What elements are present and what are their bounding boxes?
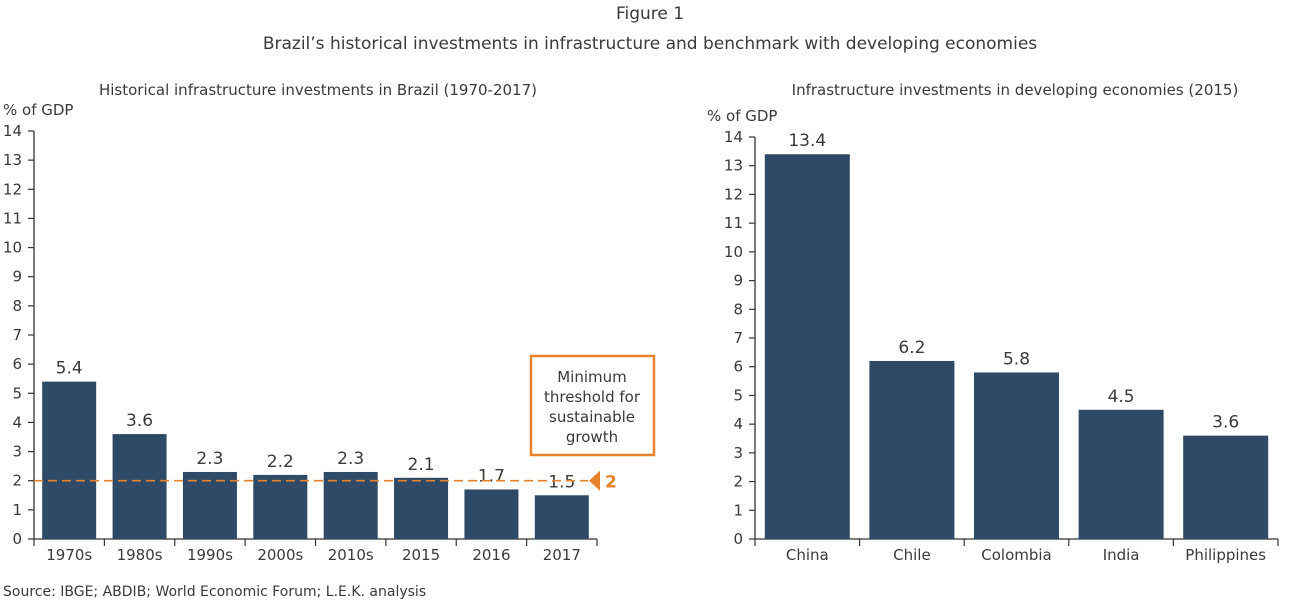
data-label: 1.7 [478,466,505,486]
y-tick-label: 10 [724,243,743,261]
figure-label: Figure 1 [616,4,684,24]
bar-Chile [869,360,955,539]
bar-1980s [112,434,167,539]
y-tick-label: 14 [3,122,22,140]
x-tick-label: 1980s [117,546,163,564]
y-tick-label: 14 [724,128,743,146]
x-tick-label: India [1103,546,1140,564]
data-label: 2.1 [408,455,435,475]
bar-China [764,154,850,539]
bar-2000s [253,474,308,539]
data-label: 2.3 [196,449,223,469]
y-tick-label: 5 [12,384,22,402]
x-tick-label: 2010s [328,546,374,564]
y-tick-label: 8 [733,300,743,318]
x-tick-label: 2017 [543,546,581,564]
y-tick-label: 12 [724,185,743,203]
x-tick-label: Chile [893,546,931,564]
y-tick-label: 9 [12,268,22,286]
chart-1: 012345678910111213145.41970s3.61980s2.31… [3,122,656,564]
y-tick-label: 6 [733,358,743,376]
data-label: 6.2 [898,338,925,358]
threshold-annotation-box [529,354,656,457]
threshold-annotation-text: sustainable [549,408,635,426]
data-label: 13.4 [788,131,826,151]
source-note: Source: IBGE; ABDIB; World Economic Foru… [3,584,426,600]
chart-1-title: Historical infrastructure investments in… [99,81,537,99]
threshold-annotation-text: growth [566,428,618,446]
data-label: 3.6 [126,411,153,431]
x-tick-label: 1970s [46,546,92,564]
x-tick-label: 1990s [187,546,233,564]
chart-2-title: Infrastructure investments in developing… [792,81,1239,99]
y-tick-label: 3 [12,443,22,461]
x-tick-label: 2015 [402,546,440,564]
bar-2010s [323,471,378,539]
threshold-marker-icon [589,470,600,491]
y-tick-label: 1 [12,501,22,519]
chart-2-ylabel: % of GDP [707,107,777,125]
x-tick-label: China [786,546,829,564]
y-tick-label: 8 [12,297,22,315]
y-tick-label: 4 [733,415,743,433]
figure-title: Brazil’s historical investments in infra… [263,34,1037,54]
data-label: 3.6 [1212,413,1239,433]
y-tick-label: 3 [733,444,743,462]
x-tick-label: Philippines [1185,546,1266,564]
y-tick-label: 11 [724,214,743,232]
y-tick-label: 1 [733,501,743,519]
data-label: 1.5 [548,472,575,492]
x-tick-label: Colombia [981,546,1052,564]
data-label: 5.8 [1003,349,1030,369]
y-tick-label: 2 [12,472,22,490]
y-tick-label: 0 [733,530,743,548]
y-tick-label: 7 [733,329,743,347]
data-label: 4.5 [1108,387,1135,407]
y-tick-label: 6 [12,355,22,373]
bar-India [1078,409,1164,539]
y-tick-label: 10 [3,239,22,257]
y-tick-label: 5 [733,386,743,404]
bar-1970s [42,381,97,539]
y-tick-label: 13 [3,151,22,169]
y-tick-label: 7 [12,326,22,344]
y-tick-label: 4 [12,413,22,431]
y-tick-label: 2 [733,473,743,491]
data-label: 5.4 [56,359,83,379]
threshold-annotation-text: threshold for [544,388,641,406]
bar-Philippines [1183,435,1269,539]
y-tick-label: 0 [12,530,22,548]
threshold-annotation-text: Minimum [557,368,627,386]
x-tick-label: 2000s [257,546,303,564]
y-tick-label: 12 [3,180,22,198]
bar-1990s [182,471,237,539]
y-tick-label: 9 [733,272,743,290]
x-tick-label: 2016 [472,546,510,564]
chart-1-ylabel: % of GDP [3,101,73,119]
bar-2017 [534,495,589,539]
y-tick-label: 11 [3,209,22,227]
bar-2016 [464,489,519,539]
threshold-value: 2 [605,473,617,493]
bar-Colombia [974,372,1059,539]
data-label: 2.2 [267,452,294,472]
data-label: 2.3 [337,449,364,469]
y-tick-label: 13 [724,157,743,175]
bar-2015 [394,477,449,539]
